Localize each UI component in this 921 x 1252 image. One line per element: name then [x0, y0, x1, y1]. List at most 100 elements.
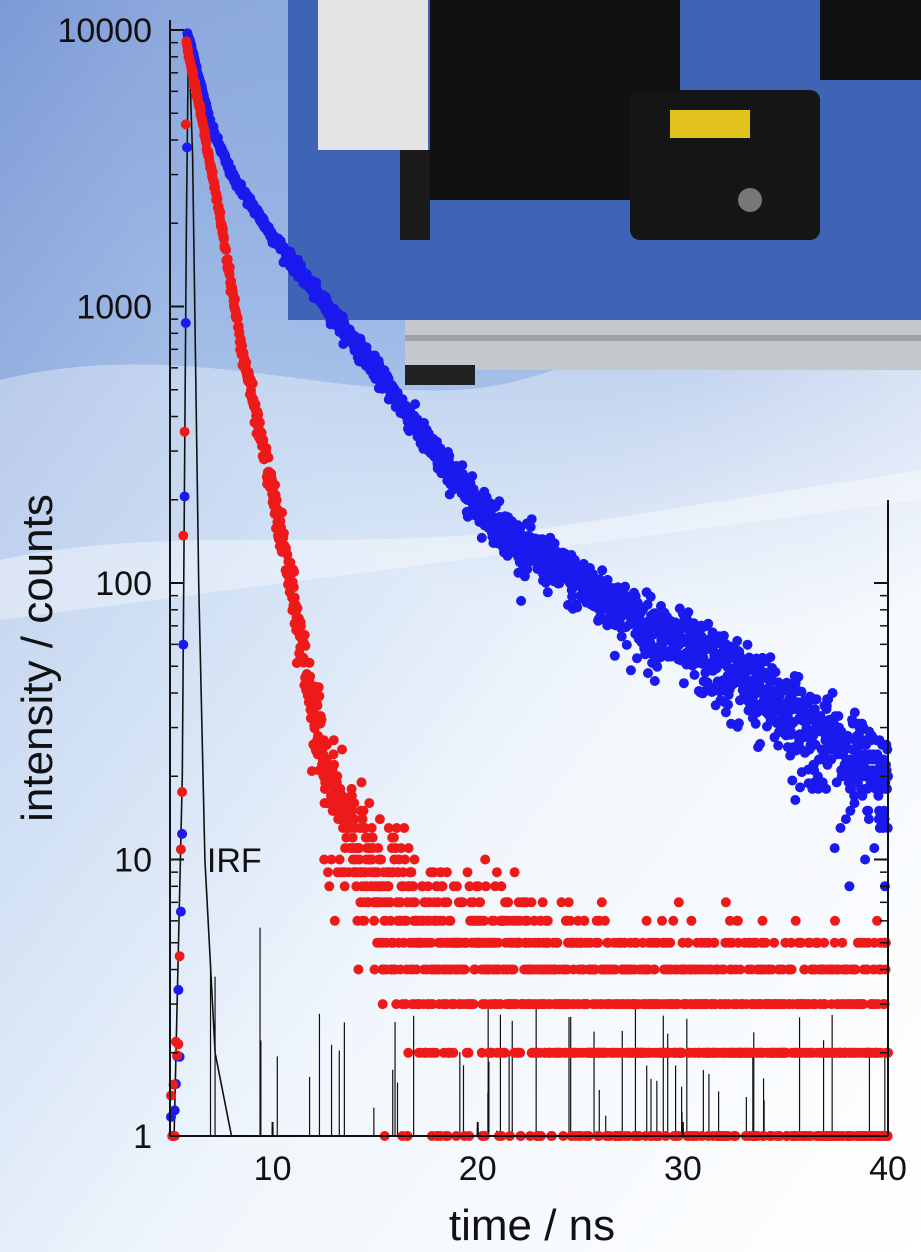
data-point — [542, 915, 553, 926]
data-point — [817, 714, 827, 725]
data-point — [349, 798, 360, 809]
x-axis-title: time / ns — [449, 1201, 615, 1250]
data-point — [289, 592, 300, 603]
data-point — [175, 844, 186, 855]
data-point — [173, 984, 184, 995]
data-point — [616, 631, 627, 642]
data-point — [306, 766, 317, 777]
data-point — [270, 479, 280, 490]
data-point — [329, 915, 340, 926]
data-point — [537, 897, 548, 908]
data-point — [263, 452, 274, 463]
data-point — [326, 854, 337, 865]
data-point — [599, 915, 610, 926]
data-point — [790, 795, 801, 805]
data-point — [367, 832, 378, 843]
data-point — [383, 881, 394, 892]
data-point — [445, 915, 456, 926]
data-point — [410, 399, 421, 410]
data-point — [462, 867, 473, 878]
data-point — [503, 897, 514, 908]
data-point — [563, 897, 574, 908]
data-point — [305, 671, 316, 682]
data-point — [597, 565, 608, 576]
data-point — [632, 653, 642, 664]
data-point — [448, 1047, 459, 1058]
data-point — [399, 823, 410, 833]
data-point — [879, 805, 890, 816]
data-point — [258, 435, 269, 445]
data-point — [353, 964, 364, 975]
data-point — [295, 621, 306, 632]
data-point — [329, 759, 340, 770]
data-point — [475, 897, 486, 908]
data-point — [750, 718, 761, 729]
data-point — [457, 460, 468, 471]
data-point — [860, 854, 871, 865]
data-point — [312, 700, 323, 711]
data-point — [289, 566, 300, 577]
data-point — [567, 591, 578, 602]
data-point — [665, 937, 676, 948]
data-point — [689, 669, 700, 680]
data-point — [292, 603, 303, 614]
data-point — [178, 530, 189, 541]
x-tick-label: 10 — [254, 1150, 292, 1188]
data-point — [720, 897, 731, 908]
data-point — [683, 607, 694, 618]
y-tick-label: 100 — [95, 565, 152, 603]
data-point — [463, 1047, 474, 1058]
data-point — [703, 618, 714, 629]
data-point — [300, 640, 311, 651]
series-layer — [166, 28, 893, 1141]
data-point — [496, 881, 507, 892]
data-point — [366, 823, 377, 833]
data-point — [328, 749, 339, 760]
data-point — [180, 119, 191, 130]
data-point — [476, 532, 487, 543]
data-point — [215, 207, 226, 218]
data-point — [827, 688, 838, 698]
data-point — [709, 937, 720, 948]
series-0 — [166, 28, 893, 1141]
data-point — [356, 777, 367, 788]
data-point — [494, 496, 505, 507]
data-point — [277, 507, 288, 518]
data-point — [757, 915, 768, 926]
data-point — [328, 735, 339, 746]
data-point — [844, 881, 855, 892]
data-point — [399, 854, 410, 865]
data-point — [491, 867, 502, 878]
data-point — [673, 897, 684, 908]
data-point — [179, 491, 190, 502]
data-point — [180, 318, 191, 328]
data-point — [849, 798, 860, 809]
data-point — [467, 471, 478, 482]
data-point — [480, 854, 491, 865]
data-point — [359, 915, 370, 926]
data-point — [645, 591, 656, 602]
data-point — [830, 915, 840, 926]
data-point — [742, 639, 753, 650]
data-point — [821, 783, 832, 794]
data-point — [316, 714, 327, 725]
data-point — [849, 790, 860, 801]
data-point — [829, 843, 840, 854]
y-tick-label: 10000 — [57, 12, 152, 50]
data-point — [232, 313, 243, 324]
y-tick-label: 1000 — [76, 289, 152, 327]
data-point — [793, 671, 804, 682]
data-point — [177, 787, 188, 797]
data-point — [787, 775, 798, 786]
data-point — [765, 652, 776, 663]
data-point — [253, 409, 264, 420]
data-point — [770, 667, 781, 678]
data-point — [403, 843, 414, 854]
y-tick-label: 10 — [114, 842, 152, 880]
data-point — [863, 805, 874, 816]
data-point — [347, 832, 358, 843]
data-point — [178, 639, 189, 650]
data-point — [819, 937, 830, 948]
